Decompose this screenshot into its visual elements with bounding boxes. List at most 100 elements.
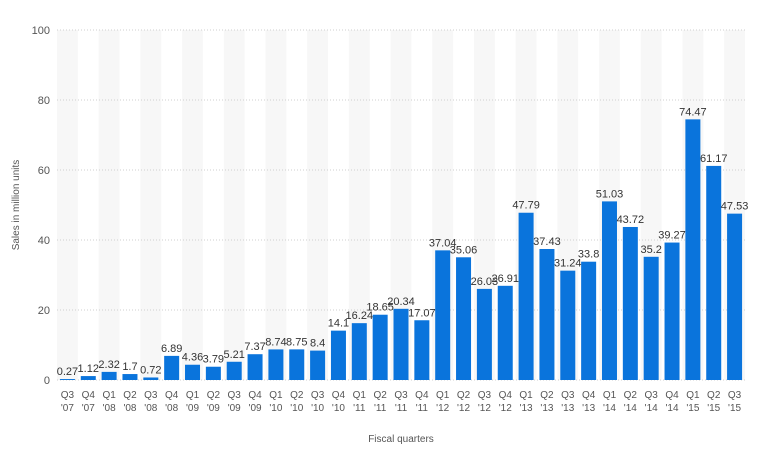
- x-tick-year: '11: [395, 403, 408, 414]
- background-stripe: [307, 30, 329, 380]
- x-tick-year: '10: [332, 403, 345, 414]
- x-tick-quarter: Q4: [665, 390, 679, 401]
- data-label: 8.4: [310, 338, 325, 350]
- x-tick-year: '10: [311, 403, 324, 414]
- x-tick-quarter: Q4: [332, 390, 346, 401]
- bar: [685, 119, 701, 380]
- x-tick-quarter: Q2: [540, 390, 554, 401]
- data-label: 4.36: [182, 352, 203, 364]
- data-label: 47.53: [721, 201, 749, 213]
- x-tick-year: '09: [207, 403, 220, 414]
- x-tick-quarter: Q4: [248, 390, 262, 401]
- data-label: 39.27: [658, 230, 686, 242]
- data-label: 35.06: [450, 244, 478, 256]
- x-tick-year: '08: [123, 403, 136, 414]
- x-tick-quarter: Q3: [478, 390, 492, 401]
- x-tick-year: '09: [249, 403, 262, 414]
- data-label: 43.72: [617, 214, 645, 226]
- data-label: 61.17: [700, 153, 728, 165]
- data-label: 26.91: [491, 273, 519, 285]
- x-tick-quarter: Q3: [394, 390, 408, 401]
- data-label: 18.65: [366, 302, 394, 314]
- bar: [80, 376, 96, 380]
- data-label: 1.7: [122, 361, 137, 373]
- x-tick-year: '12: [478, 403, 491, 414]
- bar: [310, 350, 326, 380]
- bar: [414, 320, 430, 380]
- bar: [497, 285, 513, 380]
- x-tick-quarter: Q4: [499, 390, 513, 401]
- bar: [706, 165, 722, 380]
- x-tick-quarter: Q3: [311, 390, 325, 401]
- x-tick-year: '15: [707, 403, 720, 414]
- data-label: 35.2: [640, 244, 661, 256]
- data-label: 7.37: [244, 341, 265, 353]
- data-label: 2.32: [98, 359, 119, 371]
- bar: [59, 379, 75, 380]
- y-tick-label: 100: [32, 25, 50, 37]
- x-axis-ticks: Q3 '07 Q4 '07 Q1 '08 Q2 '08 Q3 '08 Q4 '08 Q1 '09 Q2 '09…: [61, 390, 742, 414]
- x-tick-quarter: Q2: [123, 390, 137, 401]
- background-stripe: [223, 30, 245, 380]
- y-tick-label: 60: [38, 165, 50, 177]
- bar: [643, 256, 659, 380]
- data-label: 17.07: [408, 307, 436, 319]
- x-tick-quarter: Q2: [373, 390, 387, 401]
- data-label: 51.03: [596, 188, 624, 200]
- data-label: 5.21: [224, 349, 245, 361]
- background-stripe: [265, 30, 287, 380]
- x-tick-quarter: Q4: [82, 390, 96, 401]
- x-tick-year: '10: [290, 403, 303, 414]
- bar: [101, 371, 117, 380]
- x-tick-year: '09: [186, 403, 199, 414]
- bar: [476, 288, 492, 380]
- data-label: 0.72: [140, 364, 161, 376]
- x-tick-quarter: Q1: [353, 390, 367, 401]
- x-tick-quarter: Q1: [603, 390, 617, 401]
- x-tick-quarter: Q3: [645, 390, 659, 401]
- bar: [560, 270, 576, 380]
- y-tick-label: 20: [38, 305, 50, 317]
- background-stripe: [57, 30, 78, 380]
- background-stripe: [182, 30, 203, 380]
- x-tick-year: '12: [499, 403, 512, 414]
- y-tick-label: 40: [38, 235, 50, 247]
- x-tick-quarter: Q3: [144, 390, 158, 401]
- bar: [164, 355, 180, 380]
- bar: [122, 374, 138, 380]
- bar: [372, 314, 388, 380]
- data-label: 20.34: [387, 296, 415, 308]
- background-stripe: [390, 30, 412, 380]
- x-tick-year: '10: [269, 403, 282, 414]
- x-tick-quarter: Q4: [165, 390, 179, 401]
- background-stripe: [140, 30, 162, 380]
- x-tick-quarter: Q1: [186, 390, 200, 401]
- x-tick-year: '12: [436, 403, 449, 414]
- x-tick-quarter: Q1: [519, 390, 533, 401]
- bar: [539, 248, 555, 380]
- data-label: 8.74: [265, 336, 286, 348]
- bar: [143, 377, 159, 380]
- data-label: 37.04: [429, 237, 457, 249]
- x-tick-year: '11: [416, 403, 429, 414]
- x-tick-quarter: Q3: [228, 390, 242, 401]
- background-stripe: [98, 30, 120, 380]
- y-tick-label: 0: [44, 375, 50, 387]
- x-tick-quarter: Q4: [415, 390, 429, 401]
- x-tick-year: '13: [582, 403, 595, 414]
- data-label: 47.79: [512, 200, 540, 212]
- x-tick-quarter: Q2: [207, 390, 221, 401]
- data-label: 26.03: [471, 276, 499, 288]
- bar: [727, 213, 743, 380]
- x-tick-quarter: Q1: [269, 390, 283, 401]
- x-tick-year: '15: [686, 403, 699, 414]
- data-label: 6.89: [161, 343, 182, 355]
- x-tick-quarter: Q3: [728, 390, 742, 401]
- x-tick-quarter: Q3: [561, 390, 575, 401]
- data-label: 1.12: [78, 363, 99, 375]
- y-tick-label: 80: [38, 95, 50, 107]
- x-tick-year: '14: [624, 403, 637, 414]
- data-label: 33.8: [578, 249, 599, 261]
- x-tick-year: '13: [561, 403, 574, 414]
- x-tick-quarter: Q2: [624, 390, 638, 401]
